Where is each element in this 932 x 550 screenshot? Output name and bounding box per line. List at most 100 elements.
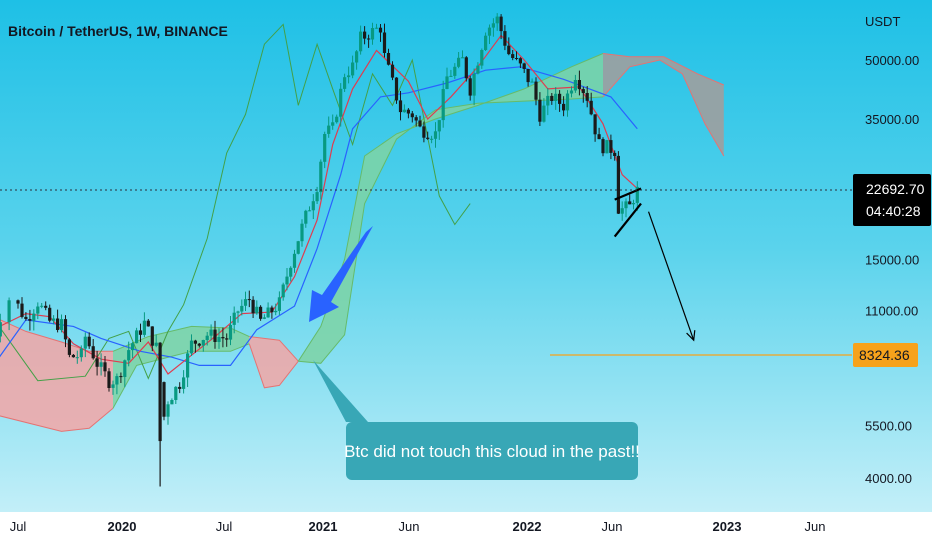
candle-body [131, 343, 135, 351]
candle-body [445, 76, 449, 89]
candle-body [142, 320, 146, 335]
candle-body [289, 267, 293, 277]
candle-body [503, 31, 507, 46]
candle [209, 324, 213, 340]
candle-body [565, 93, 570, 111]
candle-body [601, 139, 605, 154]
candle [484, 32, 488, 51]
candle-body [518, 58, 522, 64]
candle [616, 151, 620, 214]
candle-body [542, 105, 546, 122]
candle-body [480, 50, 484, 66]
cloud-bear-segment [0, 319, 113, 432]
current-price-badge[interactable] [853, 174, 931, 226]
candle-body [138, 330, 143, 335]
candle [24, 312, 28, 321]
candle [56, 309, 60, 333]
candle-body [597, 134, 601, 140]
y-tick-label: 15000.00 [865, 252, 919, 267]
candle [277, 291, 281, 315]
candle-body [255, 306, 259, 314]
candle-body [441, 89, 445, 121]
candle [347, 66, 351, 84]
candle-body [174, 386, 178, 400]
candle [335, 114, 339, 124]
candle-body [433, 131, 438, 139]
price-axis-ticks: 50000.00 35000.00 15000.00 11000.00 5500.00 4… [865, 53, 919, 486]
candle-body [573, 80, 577, 91]
candle-body [374, 27, 379, 29]
x-tick-label: 2022 [513, 519, 542, 534]
candle [327, 116, 331, 138]
candle-body [123, 360, 127, 377]
candle [472, 68, 476, 106]
time-axis: Jul 2020 Jul 2021 Jun 2022 Jun 2023 Jun [0, 512, 932, 550]
candle [609, 134, 613, 160]
triangle-trendline[interactable] [613, 202, 642, 238]
candle-body [201, 340, 205, 346]
candle [232, 306, 236, 334]
candle-body [437, 120, 441, 132]
candle-body [240, 305, 244, 312]
candle-body [593, 114, 597, 135]
candle-body [620, 208, 624, 214]
x-tick-label: 2020 [108, 519, 137, 534]
candle-body [514, 58, 519, 59]
candle-body [251, 299, 255, 314]
candle-body [274, 310, 278, 313]
candle [319, 159, 323, 200]
candle-body [418, 120, 422, 127]
candle-body [221, 337, 225, 339]
candle-body [526, 69, 530, 83]
candle [449, 69, 453, 77]
candle-body [193, 340, 197, 344]
candle [573, 74, 577, 93]
candle-body [534, 81, 538, 100]
candle [75, 350, 79, 364]
target-price-badge[interactable] [853, 343, 918, 367]
candle-body [24, 316, 28, 319]
candle [289, 266, 293, 282]
candle-body [585, 93, 589, 101]
candle-body [0, 322, 2, 337]
candle-body [300, 223, 304, 242]
senkou-a-line [602, 53, 724, 86]
candle [491, 18, 495, 37]
projection-arrow-line[interactable] [647, 211, 695, 341]
candle [631, 199, 636, 210]
candle [315, 186, 319, 204]
candle [20, 297, 24, 319]
candle-body [182, 377, 186, 389]
candle-body [259, 306, 263, 319]
candle-body [367, 38, 371, 40]
candle [236, 310, 240, 323]
candle-body [20, 303, 24, 317]
candle-body [406, 109, 410, 114]
price-candles [0, 13, 639, 487]
candle-body [635, 186, 639, 203]
candle-body [530, 81, 534, 83]
candle [16, 299, 20, 309]
candle-body [232, 312, 236, 325]
target-price-label: 8324.36 [859, 347, 910, 363]
candle [243, 291, 248, 311]
candle-body [28, 319, 32, 321]
candle [589, 92, 593, 116]
candle-body [410, 113, 414, 118]
candle-body [464, 57, 468, 79]
candle [255, 300, 259, 315]
candle [546, 88, 550, 116]
x-tick-label: Jun [602, 519, 623, 534]
candle-body [460, 57, 465, 59]
candle-body [285, 276, 289, 285]
candle-body [457, 57, 461, 67]
candle [32, 309, 36, 331]
candle-body [150, 326, 154, 346]
candle [311, 194, 315, 219]
candle [28, 309, 32, 331]
candle [511, 50, 515, 61]
senkou-b-line [0, 407, 114, 432]
candle [359, 25, 363, 55]
candle [135, 327, 139, 344]
